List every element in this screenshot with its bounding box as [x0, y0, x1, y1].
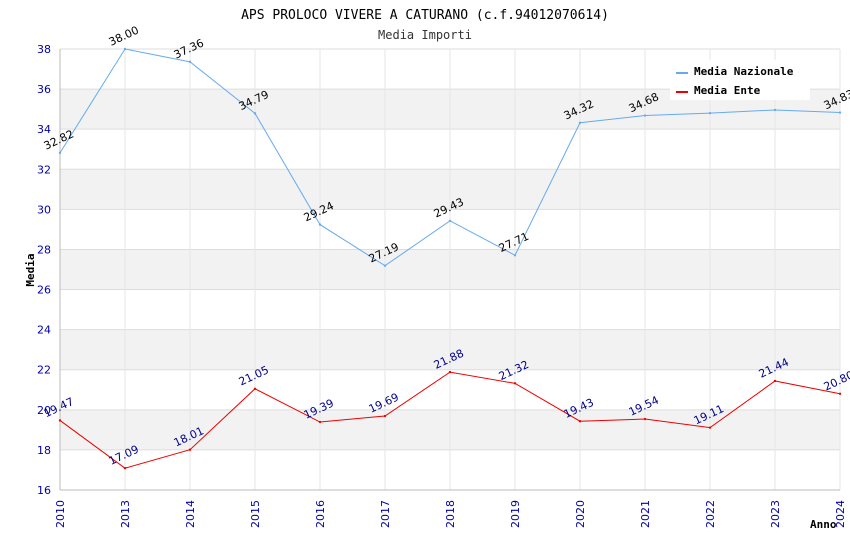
- series-lines: [58, 47, 842, 470]
- x-tick-label: 2017: [379, 500, 392, 528]
- y-tick-label: 22: [37, 364, 51, 377]
- legend-label-ente: Media Ente: [694, 84, 761, 97]
- data-point: [708, 426, 712, 429]
- data-point: [773, 108, 777, 112]
- x-tick-label: 2014: [184, 500, 197, 528]
- data-point: [773, 379, 777, 383]
- data-point: [838, 111, 842, 114]
- data-point: [58, 419, 62, 422]
- data-point: [708, 111, 712, 115]
- x-axis-label: Anno: [810, 518, 837, 531]
- y-tick-label: 20: [37, 404, 51, 417]
- data-point: [318, 420, 322, 424]
- y-tick-label: 18: [37, 444, 51, 457]
- data-point: [448, 370, 452, 374]
- data-point: [123, 466, 127, 470]
- legend-box: [670, 60, 810, 100]
- data-point: [643, 417, 647, 421]
- y-tick-label: 32: [37, 163, 51, 176]
- data-point: [253, 112, 257, 115]
- data-point: [188, 60, 192, 64]
- data-point: [383, 414, 387, 418]
- data-point: [513, 254, 517, 257]
- y-axis-label: Media: [24, 253, 37, 286]
- y-tick-label: 30: [37, 203, 51, 216]
- x-tick-label: 2019: [509, 500, 522, 528]
- y-tick-label: 34: [37, 123, 51, 136]
- data-point: [448, 219, 452, 222]
- y-tick-label: 16: [37, 484, 51, 497]
- data-point: [383, 264, 387, 267]
- data-label: 37.36: [172, 36, 206, 61]
- data-label: 20.80: [822, 368, 850, 393]
- legend: Media Nazionale Media Ente: [670, 60, 810, 100]
- y-tick-label: 24: [37, 324, 51, 337]
- data-label: 38.00: [107, 24, 141, 49]
- data-point: [578, 121, 582, 124]
- x-tick-label: 2015: [249, 500, 262, 528]
- y-tick-label: 36: [37, 83, 51, 96]
- data-point: [838, 392, 842, 395]
- y-tick-label: 28: [37, 243, 51, 256]
- x-tick-labels: 2010 2013 2014 2015 2016 2017 2018 2019 2020 2021…: [54, 500, 847, 528]
- x-tick-label: 2021: [639, 500, 652, 528]
- x-tick-label: 2023: [769, 500, 782, 528]
- data-point: [123, 47, 127, 51]
- data-point: [513, 382, 517, 385]
- legend-label-nazionale: Media Nazionale: [694, 65, 794, 78]
- chart-title: APS PROLOCO VIVERE A CATURANO (c.f.94012…: [241, 8, 609, 23]
- x-tick-label: 2016: [314, 500, 327, 528]
- axes: [59, 49, 840, 491]
- x-tick-label: 2024: [834, 500, 847, 528]
- data-point: [578, 420, 582, 423]
- y-tick-label: 26: [37, 284, 51, 297]
- data-point: [58, 151, 62, 155]
- data-point: [188, 448, 192, 451]
- x-tick-label: 2010: [54, 500, 67, 528]
- y-tick-label: 38: [37, 43, 51, 56]
- grid-lines: [59, 48, 841, 491]
- data-point: [643, 114, 647, 117]
- y-tick-labels: 16 18 20 22 24 26 28 30 32 34 36 38: [37, 43, 51, 497]
- data-point: [253, 387, 257, 390]
- x-tick-label: 2018: [444, 500, 457, 528]
- x-tick-label: 2020: [574, 500, 587, 528]
- x-tick-label: 2022: [704, 500, 717, 528]
- data-point: [318, 223, 322, 226]
- x-tick-label: 2013: [119, 500, 132, 528]
- chart-subtitle: Media Importi: [378, 28, 472, 42]
